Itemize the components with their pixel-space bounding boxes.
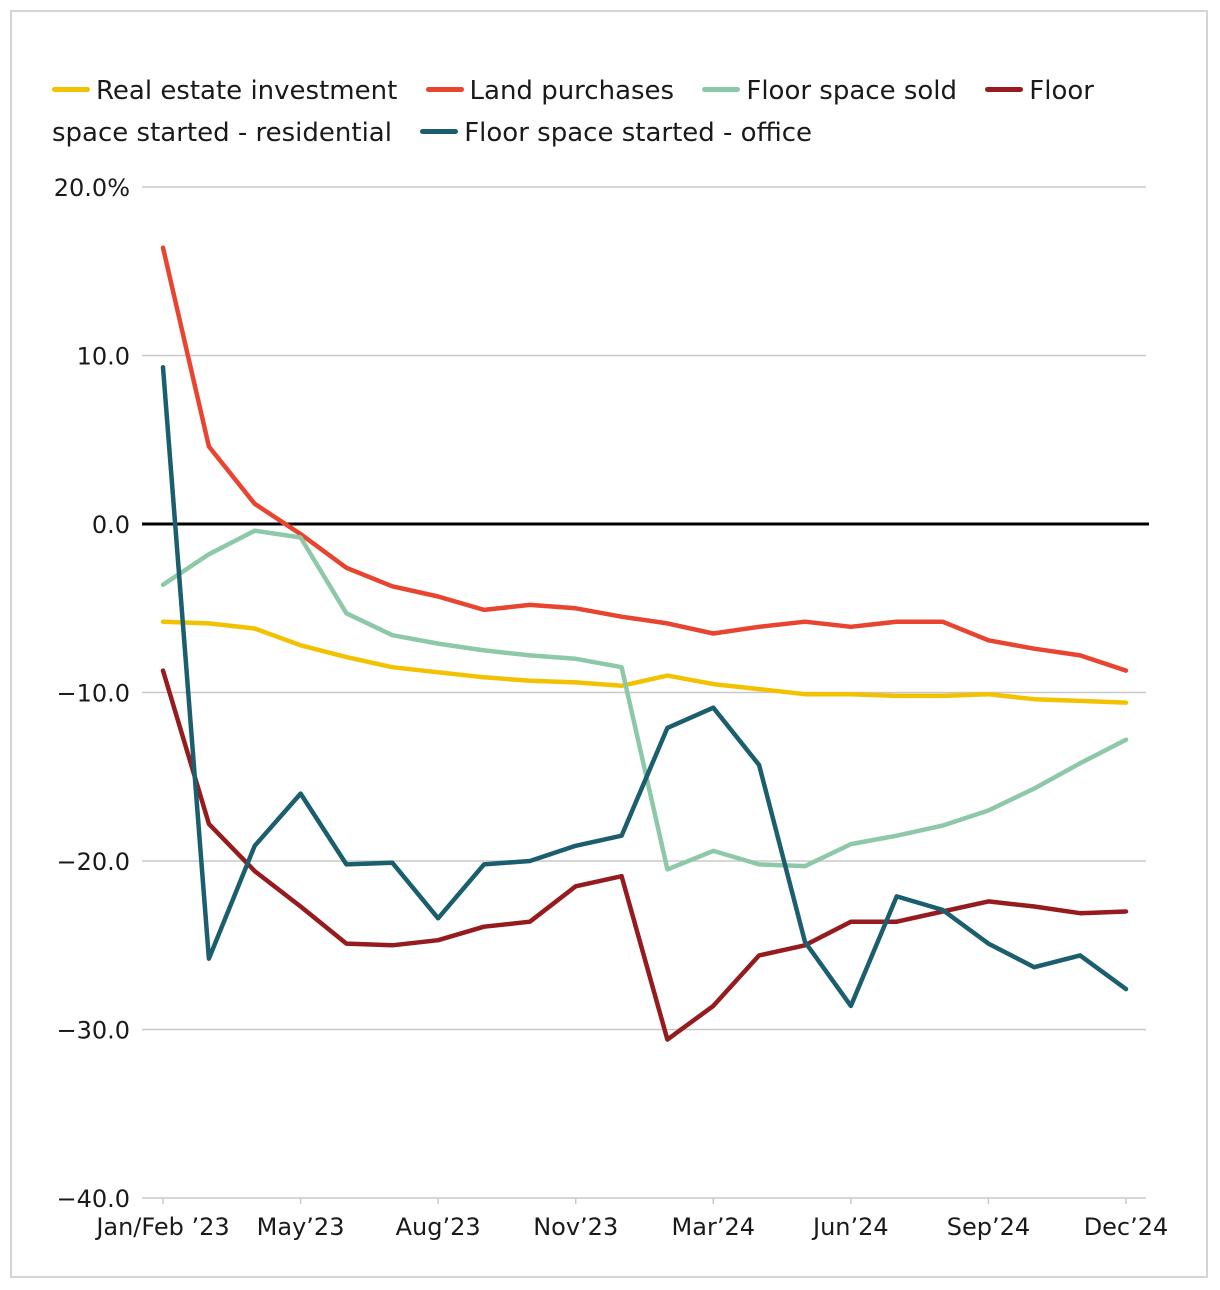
grid-layer [142,186,1149,1204]
x-tick-label: Nov’23 [533,1213,618,1241]
legend: Real estate investment Land purchases Fl… [52,70,1152,154]
legend-item-floor-space-started-residential: Floor space started - residential [52,76,1094,148]
legend-swatch-floor-space-sold [702,87,741,92]
y-tick-label: −30.0 [56,1017,130,1045]
series-line-floor-space-started-office [160,365,1129,1009]
legend-item-floor-space-started-office: Floor space started - office [420,118,832,148]
y-tick-label: −40.0 [56,1185,130,1213]
y-tick-label: −10.0 [56,680,130,708]
legend-label-floor-space-started-office: Floor space started - office [464,118,813,148]
y-tick-label: 10.0 [77,343,130,371]
legend-swatch-floor-space-started-office [420,129,459,134]
y-axis-tick-labels: 20.0% 10.0 0.0 −10.0 −20.0 −30.0 −40.0 [54,174,130,1213]
x-tick-label: Aug’23 [396,1213,481,1241]
series-line-real-estate-investment [160,619,1129,705]
legend-label-floor-space-sold: Floor space sold [746,76,958,106]
x-tick-label: Mar’24 [672,1213,755,1241]
x-axis-tick-labels: Jan/Feb ’23 May’23 Aug’23 Nov’23 Mar’24 Jun’2… [94,1213,1168,1241]
legend-swatch-floor-space-started-residential [985,87,1024,92]
series-line-floor-space-sold [160,528,1129,872]
x-tick-label: Sep’24 [947,1213,1030,1241]
x-tick-label: Jun’24 [811,1213,889,1241]
series-line-land-purchases [160,245,1129,673]
y-tick-label: −20.0 [56,848,130,876]
legend-label-land-purchases: Land purchases [469,76,675,106]
series-line-floor-space-started-residential [160,668,1129,1042]
legend-item-real-estate-investment: Real estate investment [52,76,417,106]
x-tick-label: Dec’24 [1084,1213,1169,1241]
y-tick-label: 20.0% [54,174,130,202]
legend-swatch-real-estate-investment [52,87,90,92]
x-tick-label: May’23 [257,1213,345,1241]
series-layer [160,245,1129,1042]
legend-swatch-land-purchases [425,87,464,92]
legend-label-real-estate-investment: Real estate investment [96,76,398,106]
x-tick-label: Jan/Feb ’23 [94,1213,229,1241]
legend-item-land-purchases: Land purchases [425,76,695,106]
legend-label-floor-space-started-residential: Floor space started - residential [52,76,1094,148]
y-tick-label: 0.0 [92,511,130,539]
legend-item-floor-space-sold: Floor space sold [702,76,977,106]
